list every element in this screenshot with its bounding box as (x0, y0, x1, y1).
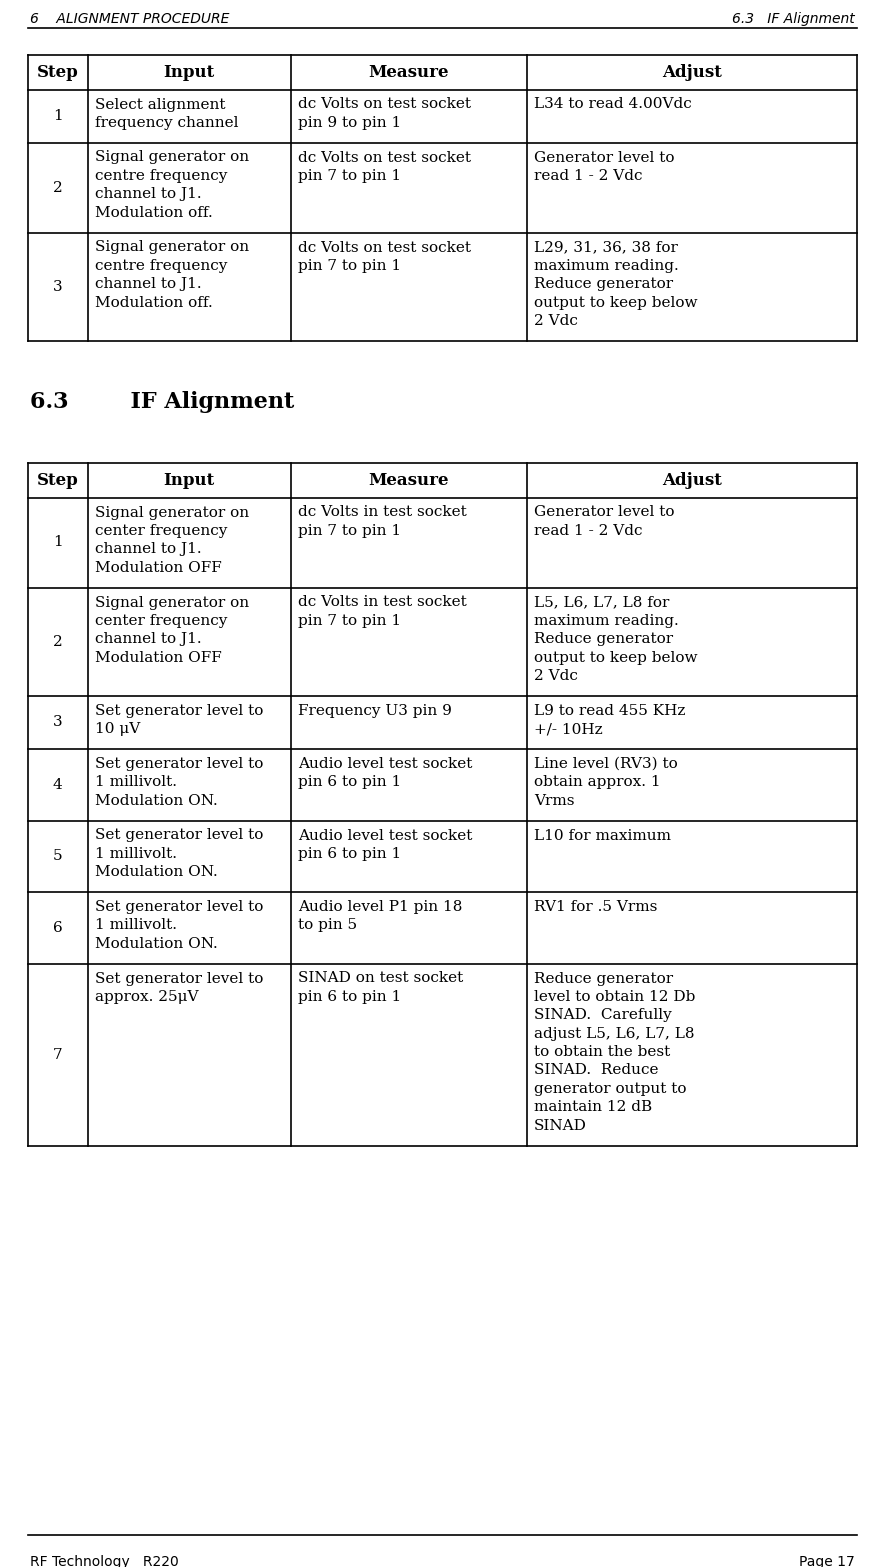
Text: Frequency U3 pin 9: Frequency U3 pin 9 (297, 704, 451, 718)
Text: Adjust: Adjust (662, 64, 722, 81)
Text: Signal generator on
centre frequency
channel to J1.
Modulation off.: Signal generator on centre frequency cha… (95, 150, 249, 219)
Text: Set generator level to
1 millivolt.
Modulation ON.: Set generator level to 1 millivolt. Modu… (95, 899, 263, 951)
Text: Audio level P1 pin 18
to pin 5: Audio level P1 pin 18 to pin 5 (297, 899, 462, 932)
Text: Measure: Measure (369, 64, 450, 81)
Text: Set generator level to
1 millivolt.
Modulation ON.: Set generator level to 1 millivolt. Modu… (95, 757, 263, 809)
Text: SINAD on test socket
pin 6 to pin 1: SINAD on test socket pin 6 to pin 1 (297, 972, 463, 1004)
Text: Signal generator on
center frequency
channel to J1.
Modulation OFF: Signal generator on center frequency cha… (95, 506, 249, 575)
Text: Measure: Measure (369, 472, 450, 489)
Text: RF Technology   R220: RF Technology R220 (30, 1554, 179, 1567)
Text: Input: Input (164, 64, 215, 81)
Text: dc Volts on test socket
pin 7 to pin 1: dc Volts on test socket pin 7 to pin 1 (297, 240, 471, 273)
Text: Step: Step (37, 472, 79, 489)
Text: dc Volts in test socket
pin 7 to pin 1: dc Volts in test socket pin 7 to pin 1 (297, 506, 466, 537)
Text: Signal generator on
center frequency
channel to J1.
Modulation OFF: Signal generator on center frequency cha… (95, 595, 249, 664)
Text: L9 to read 455 KHz
+/- 10Hz: L9 to read 455 KHz +/- 10Hz (534, 704, 686, 736)
Text: L34 to read 4.00Vdc: L34 to read 4.00Vdc (534, 97, 692, 111)
Text: L10 for maximum: L10 for maximum (534, 829, 671, 843)
Text: dc Volts on test socket
pin 7 to pin 1: dc Volts on test socket pin 7 to pin 1 (297, 150, 471, 183)
Text: L29, 31, 36, 38 for
maximum reading.
Reduce generator
output to keep below
2 Vdc: L29, 31, 36, 38 for maximum reading. Red… (534, 240, 697, 328)
Text: dc Volts on test socket
pin 9 to pin 1: dc Volts on test socket pin 9 to pin 1 (297, 97, 471, 130)
Text: 7: 7 (53, 1048, 63, 1062)
Text: Audio level test socket
pin 6 to pin 1: Audio level test socket pin 6 to pin 1 (297, 757, 473, 790)
Text: 6.3   IF Alignment: 6.3 IF Alignment (732, 13, 855, 27)
Text: Set generator level to
approx. 25μV: Set generator level to approx. 25μV (95, 972, 263, 1004)
Text: 2: 2 (53, 635, 63, 649)
Text: Generator level to
read 1 - 2 Vdc: Generator level to read 1 - 2 Vdc (534, 506, 674, 537)
Text: Reduce generator
level to obtain 12 Db
SINAD.  Carefully
adjust L5, L6, L7, L8
t: Reduce generator level to obtain 12 Db S… (534, 972, 696, 1133)
Text: Set generator level to
1 millivolt.
Modulation ON.: Set generator level to 1 millivolt. Modu… (95, 829, 263, 879)
Text: 1: 1 (53, 110, 63, 122)
Text: 1: 1 (53, 536, 63, 550)
Text: Adjust: Adjust (662, 472, 722, 489)
Text: 5: 5 (53, 849, 63, 863)
Text: 6: 6 (53, 921, 63, 935)
Text: 2: 2 (53, 180, 63, 194)
Text: 6    ALIGNMENT PROCEDURE: 6 ALIGNMENT PROCEDURE (30, 13, 229, 27)
Text: Step: Step (37, 64, 79, 81)
Text: Signal generator on
centre frequency
channel to J1.
Modulation off.: Signal generator on centre frequency cha… (95, 240, 249, 310)
Text: Set generator level to
10 μV: Set generator level to 10 μV (95, 704, 263, 736)
Text: Line level (RV3) to
obtain approx. 1
Vrms: Line level (RV3) to obtain approx. 1 Vrm… (534, 757, 678, 809)
Text: dc Volts in test socket
pin 7 to pin 1: dc Volts in test socket pin 7 to pin 1 (297, 595, 466, 628)
Text: Generator level to
read 1 - 2 Vdc: Generator level to read 1 - 2 Vdc (534, 150, 674, 183)
Text: L5, L6, L7, L8 for
maximum reading.
Reduce generator
output to keep below
2 Vdc: L5, L6, L7, L8 for maximum reading. Redu… (534, 595, 697, 683)
Text: Page 17: Page 17 (799, 1554, 855, 1567)
Text: 6.3        IF Alignment: 6.3 IF Alignment (30, 392, 294, 414)
Text: 4: 4 (53, 777, 63, 791)
Text: 3: 3 (53, 716, 63, 730)
Text: Select alignment
frequency channel: Select alignment frequency channel (95, 97, 238, 130)
Text: RV1 for .5 Vrms: RV1 for .5 Vrms (534, 899, 658, 914)
Text: Audio level test socket
pin 6 to pin 1: Audio level test socket pin 6 to pin 1 (297, 829, 473, 860)
Text: Input: Input (164, 472, 215, 489)
Text: 3: 3 (53, 280, 63, 293)
